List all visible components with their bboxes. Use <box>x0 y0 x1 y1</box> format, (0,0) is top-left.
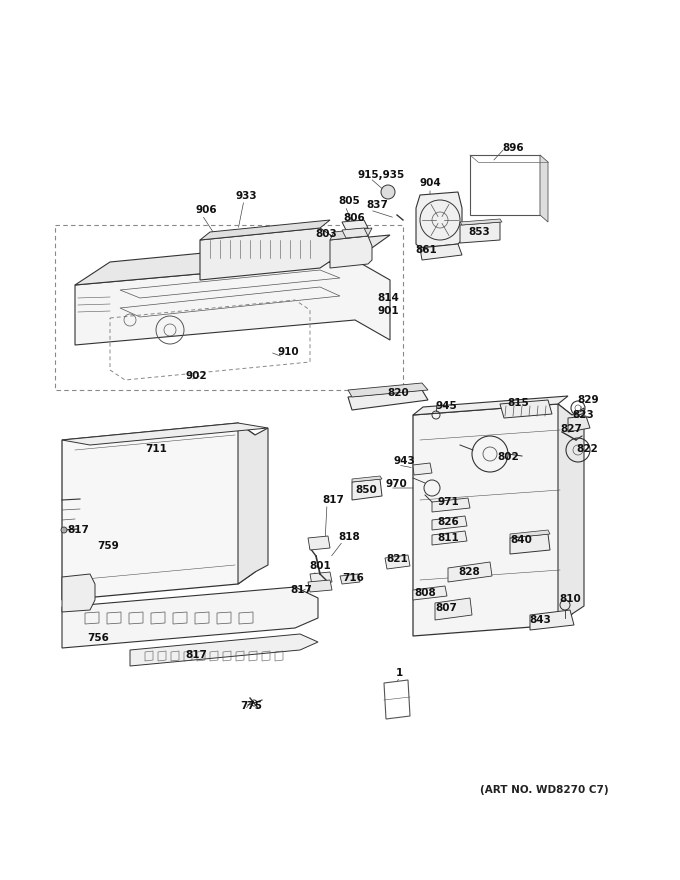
Polygon shape <box>413 404 572 636</box>
Polygon shape <box>413 396 568 415</box>
Text: 815: 815 <box>507 398 529 408</box>
Text: 803: 803 <box>315 229 337 239</box>
Text: 827: 827 <box>560 424 582 434</box>
Text: 943: 943 <box>393 456 415 466</box>
Text: 901: 901 <box>377 306 398 316</box>
Polygon shape <box>540 155 548 222</box>
Text: 759: 759 <box>97 541 119 551</box>
Polygon shape <box>75 235 390 285</box>
Polygon shape <box>432 531 467 545</box>
Text: 945: 945 <box>436 401 458 411</box>
Text: 823: 823 <box>572 410 594 420</box>
Polygon shape <box>416 192 462 248</box>
Text: 820: 820 <box>387 388 409 398</box>
Text: 906: 906 <box>195 205 217 215</box>
Polygon shape <box>62 423 255 600</box>
Polygon shape <box>62 587 318 648</box>
Text: 915,935: 915,935 <box>358 170 405 180</box>
Text: 904: 904 <box>420 178 442 188</box>
Polygon shape <box>348 383 428 397</box>
Polygon shape <box>420 244 462 260</box>
Polygon shape <box>413 586 447 600</box>
Polygon shape <box>308 536 330 550</box>
Polygon shape <box>330 228 372 240</box>
Circle shape <box>381 185 395 199</box>
Polygon shape <box>75 260 390 345</box>
Text: 843: 843 <box>529 615 551 625</box>
Polygon shape <box>413 463 432 475</box>
Polygon shape <box>385 555 410 569</box>
Text: 1: 1 <box>396 668 403 678</box>
Polygon shape <box>330 236 372 268</box>
Text: 802: 802 <box>497 452 519 462</box>
Circle shape <box>61 527 67 533</box>
Text: 971: 971 <box>437 497 459 507</box>
Text: 933: 933 <box>236 191 258 201</box>
Text: 817: 817 <box>322 495 344 505</box>
Polygon shape <box>308 580 332 592</box>
Text: 810: 810 <box>559 594 581 604</box>
Text: 821: 821 <box>386 554 408 564</box>
Text: 817: 817 <box>67 525 89 535</box>
Polygon shape <box>460 222 500 243</box>
Polygon shape <box>510 534 550 554</box>
Polygon shape <box>558 404 584 625</box>
Polygon shape <box>342 220 368 230</box>
Text: 837: 837 <box>366 200 388 210</box>
Polygon shape <box>130 634 318 666</box>
Polygon shape <box>62 423 268 445</box>
Text: 850: 850 <box>355 485 377 495</box>
Text: 970: 970 <box>385 479 407 489</box>
Text: 861: 861 <box>415 245 437 255</box>
Polygon shape <box>460 219 502 225</box>
Polygon shape <box>432 516 467 530</box>
Polygon shape <box>342 228 368 238</box>
Text: 828: 828 <box>458 567 480 577</box>
Text: 840: 840 <box>510 535 532 545</box>
Polygon shape <box>530 610 574 630</box>
Text: 811: 811 <box>437 533 459 543</box>
Polygon shape <box>352 479 382 500</box>
Polygon shape <box>200 220 330 240</box>
Polygon shape <box>432 498 470 512</box>
Text: 775: 775 <box>240 701 262 711</box>
Text: 808: 808 <box>414 588 436 598</box>
Polygon shape <box>340 574 360 584</box>
Text: 817: 817 <box>185 650 207 660</box>
Polygon shape <box>238 423 268 584</box>
Text: 711: 711 <box>145 444 167 454</box>
Polygon shape <box>435 598 472 620</box>
Polygon shape <box>510 530 550 538</box>
Polygon shape <box>568 416 590 432</box>
Text: 910: 910 <box>278 347 300 357</box>
Text: 806: 806 <box>343 213 364 223</box>
Polygon shape <box>200 228 335 280</box>
Text: 807: 807 <box>435 603 457 613</box>
Text: 896: 896 <box>502 143 524 153</box>
Text: 801: 801 <box>309 561 330 571</box>
Text: 818: 818 <box>338 532 360 542</box>
Text: 822: 822 <box>576 444 598 454</box>
Text: 756: 756 <box>87 633 109 643</box>
Text: (ART NO. WD8270 C7): (ART NO. WD8270 C7) <box>480 785 609 795</box>
Text: 902: 902 <box>185 371 207 381</box>
Polygon shape <box>500 400 552 418</box>
Text: 829: 829 <box>577 395 598 405</box>
Text: 853: 853 <box>468 227 490 237</box>
Polygon shape <box>352 476 382 482</box>
Polygon shape <box>310 572 332 585</box>
Text: 814: 814 <box>377 293 399 303</box>
Text: 716: 716 <box>342 573 364 583</box>
Text: 805: 805 <box>338 196 360 206</box>
Polygon shape <box>448 562 492 582</box>
Polygon shape <box>348 390 428 410</box>
Text: 826: 826 <box>437 517 459 527</box>
Polygon shape <box>62 574 95 612</box>
Text: 817: 817 <box>290 585 312 595</box>
